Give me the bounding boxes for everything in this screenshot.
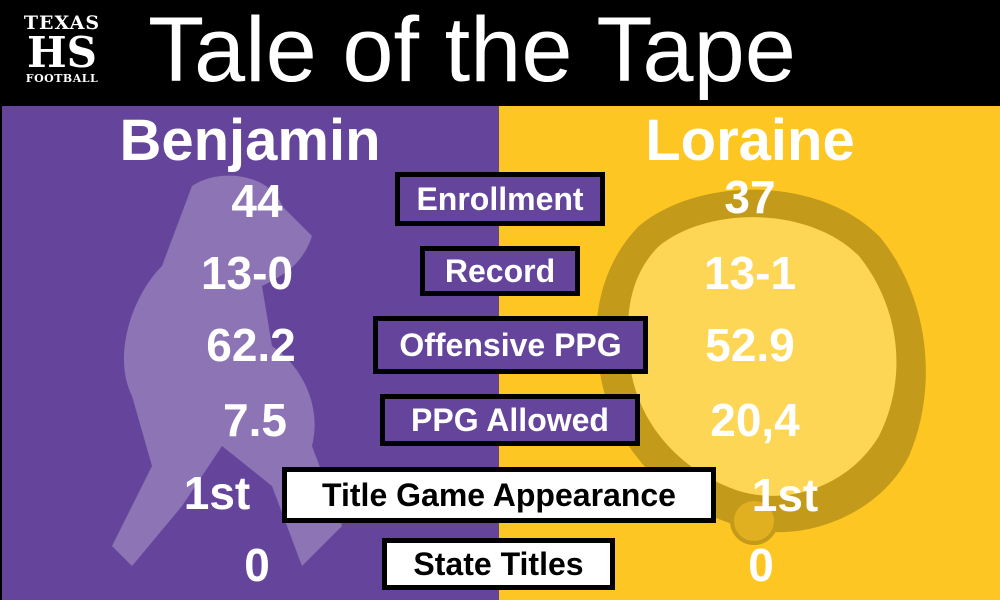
bulldog-mascot-icon bbox=[596, 189, 926, 545]
page-title: Tale of the Tape bbox=[148, 0, 796, 101]
team-name-loraine: Loraine bbox=[645, 108, 855, 173]
right-record: 13-1 bbox=[703, 247, 797, 299]
right-ppg-allowed: 20,4 bbox=[710, 394, 800, 446]
logo-line1: TEXAS bbox=[23, 12, 101, 34]
left-enrollment: 44 bbox=[231, 175, 283, 227]
left-state-titles: 0 bbox=[244, 539, 270, 591]
texas-hs-football-logo: TEXAS HS FOOTBALL bbox=[22, 12, 102, 85]
left-offensive-ppg: 62.2 bbox=[206, 319, 296, 371]
right-enrollment: 37 bbox=[724, 171, 776, 223]
left-record: 13-0 bbox=[200, 247, 294, 299]
label-ppg-allowed: PPG Allowed bbox=[380, 394, 640, 446]
header: TEXAS HS FOOTBALL Tale of the Tape bbox=[0, 0, 1000, 106]
left-title-game-appearance: 1st bbox=[183, 467, 251, 519]
label-title-game-appearance: Title Game Appearance bbox=[282, 467, 716, 523]
label-state-titles: State Titles bbox=[382, 538, 615, 590]
label-record: Record bbox=[420, 246, 580, 296]
logo-line2: HS bbox=[26, 28, 97, 77]
left-ppg-allowed: 7.5 bbox=[223, 394, 287, 446]
right-state-titles: 0 bbox=[748, 539, 774, 591]
logo-line3: FOOTBALL bbox=[25, 72, 99, 85]
label-enrollment: Enrollment bbox=[395, 172, 605, 226]
right-title-game-appearance: 1st bbox=[751, 469, 819, 521]
right-offensive-ppg: 52.9 bbox=[705, 319, 795, 371]
team-name-benjamin: Benjamin bbox=[119, 108, 381, 173]
label-offensive-ppg: Offensive PPG bbox=[373, 316, 648, 374]
